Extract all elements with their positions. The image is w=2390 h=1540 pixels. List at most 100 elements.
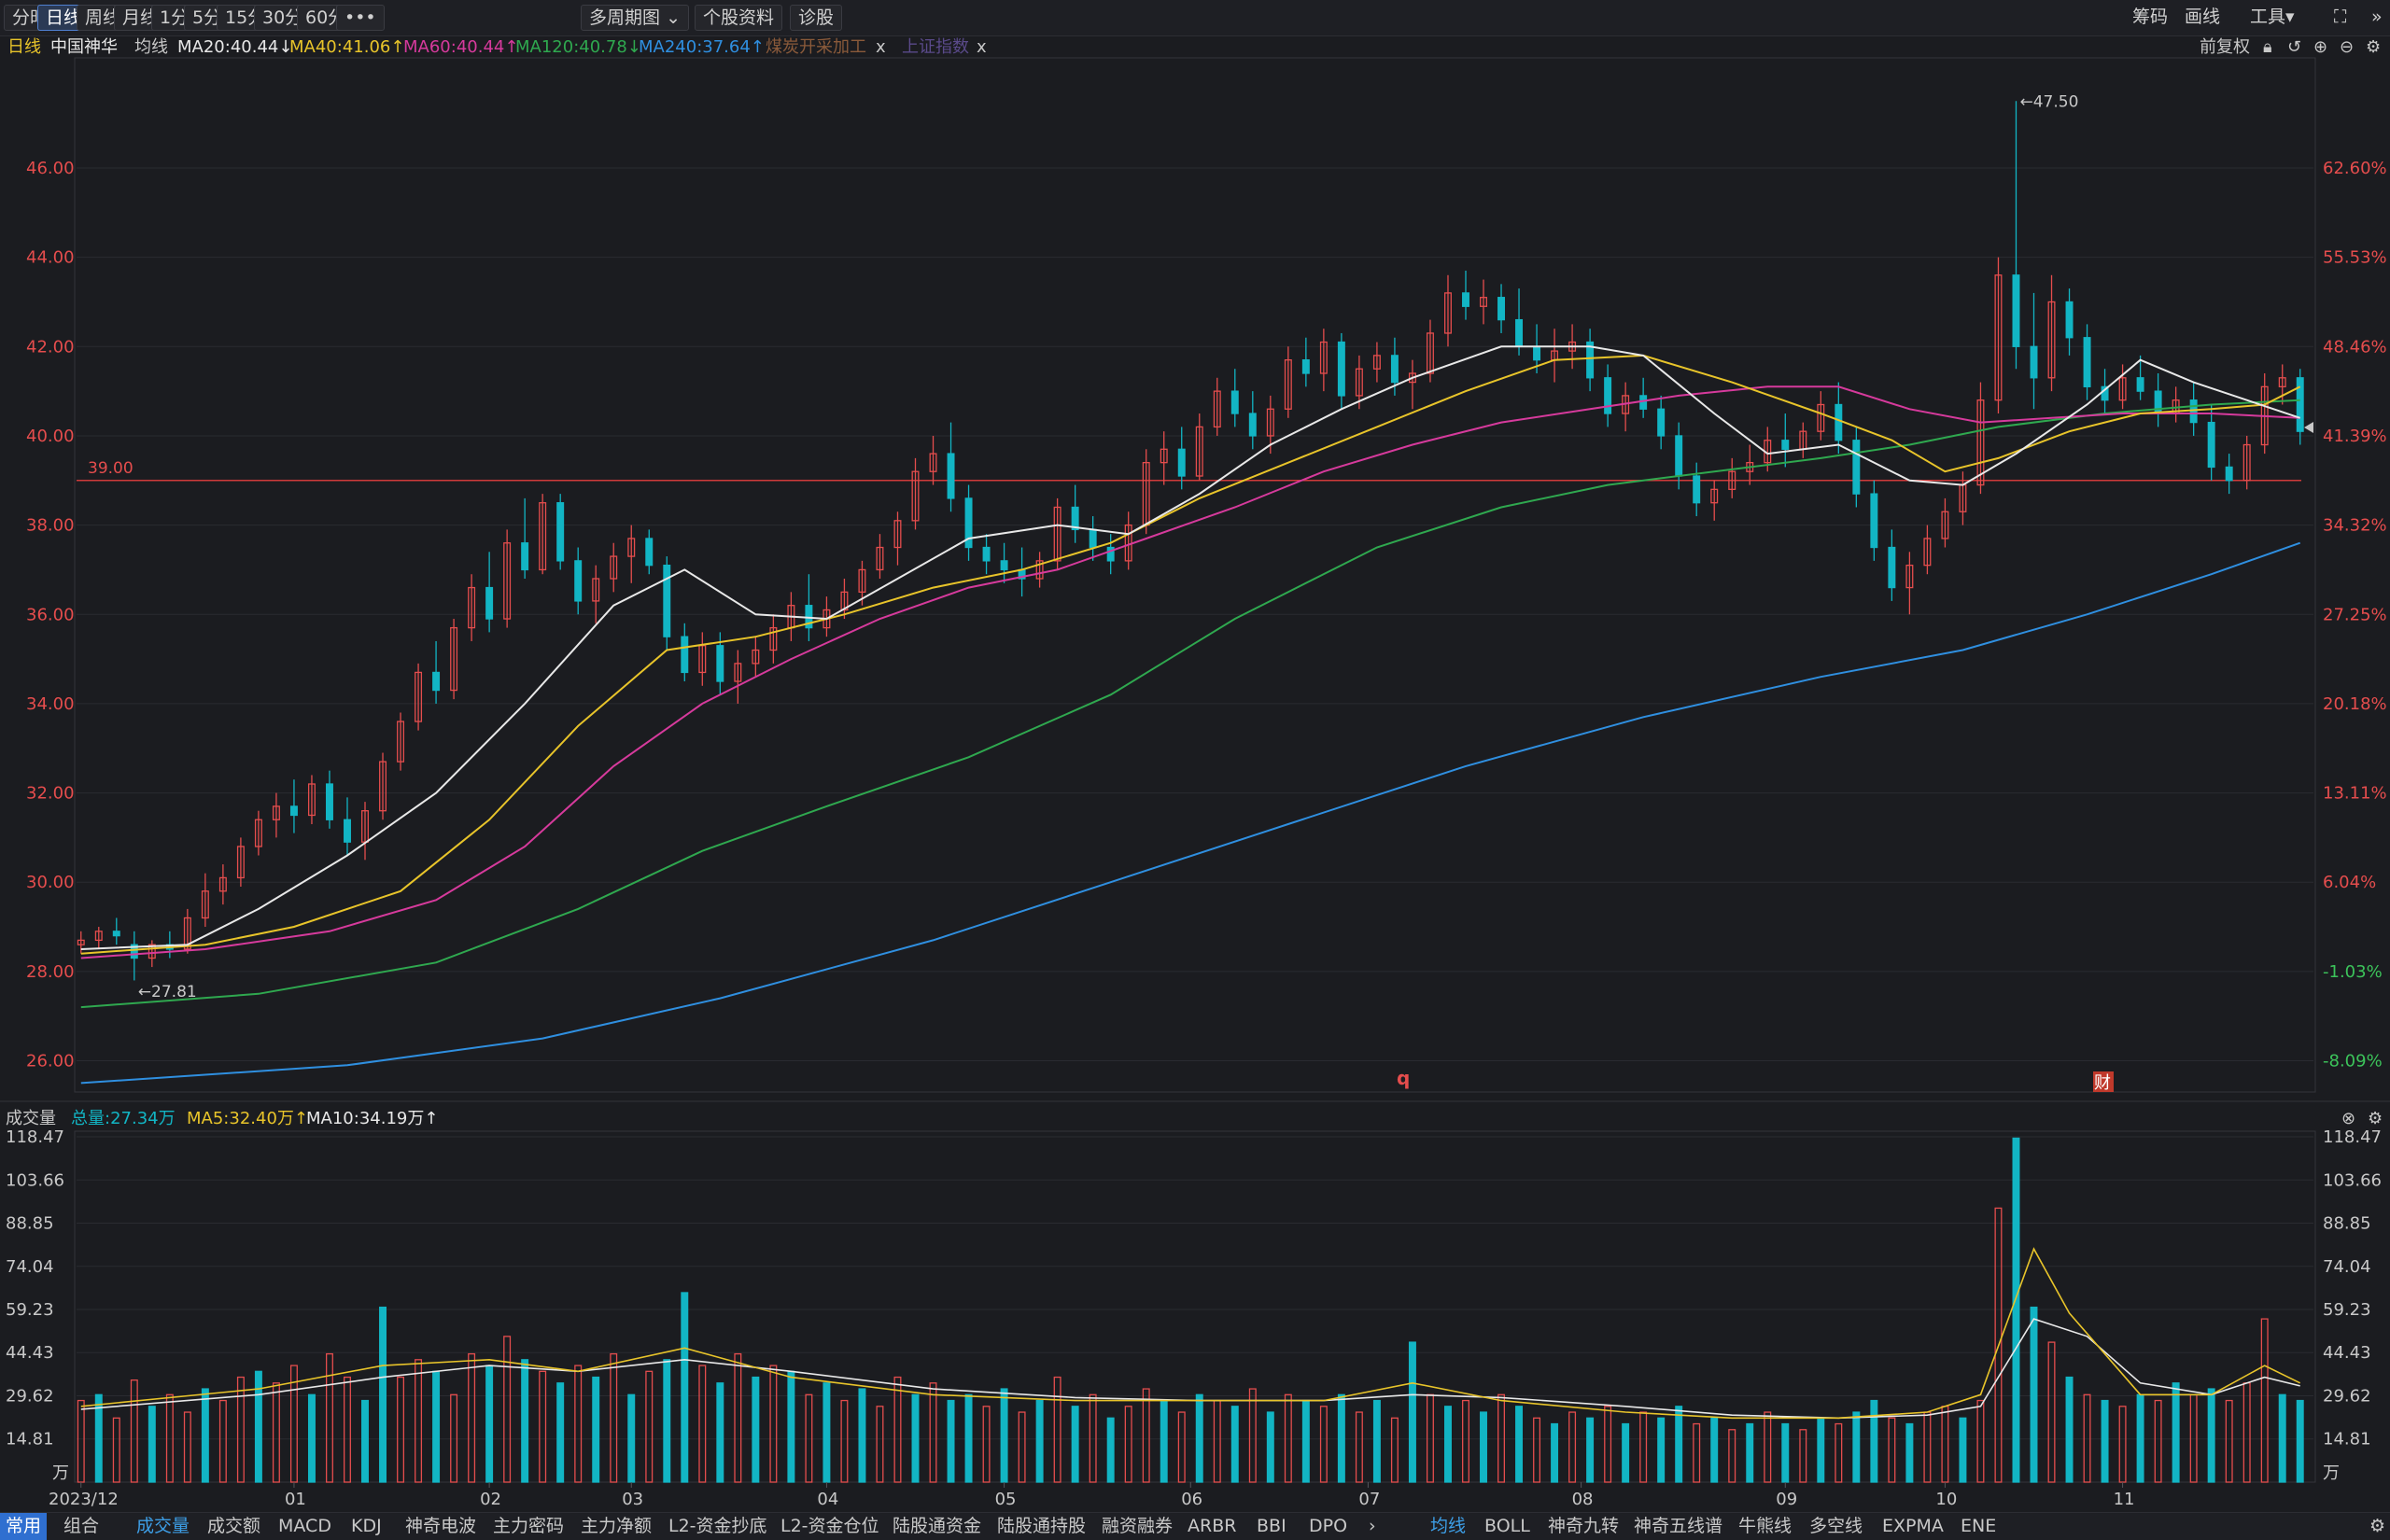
volume-bar bbox=[218, 1399, 227, 1483]
bottom-tab[interactable]: 常用 bbox=[0, 1513, 48, 1540]
chips-button[interactable]: 筹码 bbox=[2132, 7, 2169, 27]
adjust-mode[interactable]: 前复权 bbox=[2200, 37, 2250, 57]
zoom-in-icon[interactable]: ⊕ bbox=[2313, 37, 2328, 57]
volume-bar bbox=[893, 1376, 902, 1483]
volume-bar bbox=[574, 1365, 583, 1483]
volume-bar bbox=[1195, 1393, 1203, 1483]
candle-body bbox=[1657, 408, 1666, 437]
candle-body bbox=[1089, 528, 1097, 549]
settings-icon[interactable]: ⚙ bbox=[2366, 37, 2382, 57]
volume-bar bbox=[592, 1376, 600, 1483]
diagnose-button[interactable]: 诊股 bbox=[790, 5, 843, 31]
indicator-tab[interactable]: 成交量 bbox=[136, 1516, 190, 1536]
volume-bar bbox=[1319, 1406, 1328, 1483]
indicator-tab[interactable]: 成交额 bbox=[207, 1516, 261, 1536]
volume-bar bbox=[2136, 1393, 2144, 1483]
indicator-tab[interactable]: BBI bbox=[1257, 1516, 1286, 1536]
candle-body bbox=[929, 453, 937, 472]
candle-body bbox=[1266, 408, 1274, 437]
x-tick-label: 04 bbox=[817, 1490, 838, 1509]
zoom-out-icon[interactable]: ⊖ bbox=[2340, 37, 2355, 57]
candle-body bbox=[130, 944, 138, 959]
volume-bar bbox=[1657, 1417, 1666, 1483]
volume-bar bbox=[1355, 1411, 1363, 1483]
tools-button[interactable]: 工具▾ bbox=[2250, 5, 2295, 29]
candle-body bbox=[893, 520, 902, 549]
candle-body bbox=[1106, 546, 1115, 562]
overlay-tab[interactable]: 神奇五线谱 bbox=[1634, 1516, 1723, 1536]
volume-bar bbox=[379, 1306, 387, 1483]
indicator-tab[interactable]: 神奇电波 bbox=[405, 1516, 477, 1536]
indicator-tab[interactable]: 陆股通持股 bbox=[997, 1516, 1087, 1536]
compare-index-close[interactable]: x bbox=[977, 37, 987, 57]
overlay-tab[interactable]: 牛熊线 bbox=[1738, 1516, 1792, 1536]
volume-bar bbox=[1799, 1429, 1807, 1483]
lock-icon[interactable]: 🔒︎ bbox=[2263, 37, 2272, 57]
candle-body bbox=[1976, 399, 1985, 486]
volume-bar bbox=[2047, 1341, 2056, 1483]
candle-body bbox=[1000, 560, 1008, 571]
undo-icon[interactable]: ↺ bbox=[2287, 37, 2302, 57]
overlay-tab[interactable]: EXPMA bbox=[1882, 1516, 1944, 1536]
bottom-tab[interactable]: 组合 bbox=[63, 1516, 100, 1536]
y-right-tick-label: -8.09% bbox=[2323, 1052, 2383, 1071]
volume-bar bbox=[1301, 1399, 1310, 1483]
multi-period-dropdown[interactable]: 多周期图 ⌄ bbox=[581, 5, 689, 31]
more-indicators-icon[interactable]: › bbox=[1369, 1516, 1376, 1536]
compare-index[interactable]: 上证指数 bbox=[902, 37, 969, 57]
indicator-tab[interactable]: DPO bbox=[1309, 1516, 1348, 1536]
volume-bar bbox=[1337, 1393, 1345, 1483]
x-tick-label: 07 bbox=[1358, 1490, 1380, 1509]
compare-sector[interactable]: 煤炭开采加工 bbox=[766, 37, 866, 57]
candle-body bbox=[2030, 345, 2038, 379]
indicator-tab[interactable]: KDJ bbox=[351, 1516, 382, 1536]
indicator-tab[interactable]: 陆股通资金 bbox=[893, 1516, 982, 1536]
volume-bar bbox=[2207, 1388, 2215, 1483]
candle-body bbox=[1835, 403, 1843, 441]
volume-bar bbox=[432, 1370, 441, 1483]
volume-bar bbox=[1675, 1406, 1683, 1483]
ma-legend: 日线 中国神华 均线 MA20:40.44↓ MA40:41.06↑ MA60:… bbox=[0, 35, 2390, 60]
ma20-value: MA20:40.44↓ bbox=[177, 37, 293, 57]
indicator-tab[interactable]: 主力密码 bbox=[493, 1516, 565, 1536]
indicator-type[interactable]: 均线 bbox=[134, 37, 168, 57]
candle-body bbox=[769, 626, 778, 651]
overlay-tab[interactable]: 多空线 bbox=[1809, 1516, 1863, 1536]
draw-line-button[interactable]: 画线 bbox=[2185, 7, 2221, 27]
settings-icon[interactable]: ⚙ bbox=[2368, 1109, 2383, 1128]
x-tick-label: 10 bbox=[1935, 1490, 1957, 1509]
y-tick-label: 26.00 bbox=[26, 1052, 75, 1071]
fullscreen-icon[interactable]: ⛶ bbox=[2334, 7, 2347, 27]
candle-body bbox=[1817, 403, 1825, 432]
overlay-tab[interactable]: 均线 bbox=[1430, 1516, 1467, 1536]
indicator-tab[interactable]: MACD bbox=[278, 1516, 331, 1536]
compare-sector-close[interactable]: x bbox=[876, 37, 886, 57]
overlay-tab[interactable]: BOLL bbox=[1484, 1516, 1530, 1536]
settings-icon[interactable]: ⚙ bbox=[2369, 1516, 2386, 1536]
candle-body bbox=[1337, 341, 1345, 397]
candle-body bbox=[1177, 448, 1186, 477]
indicator-tab[interactable]: ARBR bbox=[1188, 1516, 1237, 1536]
indicator-tab[interactable]: L2-资金抄底 bbox=[668, 1516, 767, 1536]
overlay-tab[interactable]: 神奇九转 bbox=[1548, 1516, 1620, 1536]
candle-body bbox=[964, 497, 973, 549]
close-icon[interactable]: ⊗ bbox=[2341, 1109, 2356, 1128]
indicator-tab[interactable]: 主力净额 bbox=[581, 1516, 653, 1536]
volume-bar bbox=[1852, 1411, 1861, 1483]
overlay-tab[interactable]: ENE bbox=[1961, 1516, 1997, 1536]
candle-body bbox=[2154, 390, 2162, 414]
volume-bar bbox=[1230, 1406, 1239, 1483]
volume-right-tick-label: 44.43 bbox=[2323, 1343, 2371, 1363]
y-right-tick-label: 6.04% bbox=[2323, 873, 2376, 892]
indicator-tab[interactable]: 融资融券 bbox=[1102, 1516, 1174, 1536]
candle-body bbox=[1301, 359, 1310, 374]
candle-body bbox=[201, 890, 209, 919]
stock-info-button[interactable]: 个股资料 bbox=[695, 5, 783, 31]
volume-bar bbox=[1035, 1399, 1044, 1483]
collapse-icon[interactable]: » bbox=[2371, 7, 2383, 27]
indicator-tab[interactable]: L2-资金仓位 bbox=[780, 1516, 879, 1536]
period-button[interactable]: ••• bbox=[336, 5, 385, 31]
candle-body bbox=[2012, 274, 2020, 347]
volume-bar bbox=[165, 1393, 174, 1483]
